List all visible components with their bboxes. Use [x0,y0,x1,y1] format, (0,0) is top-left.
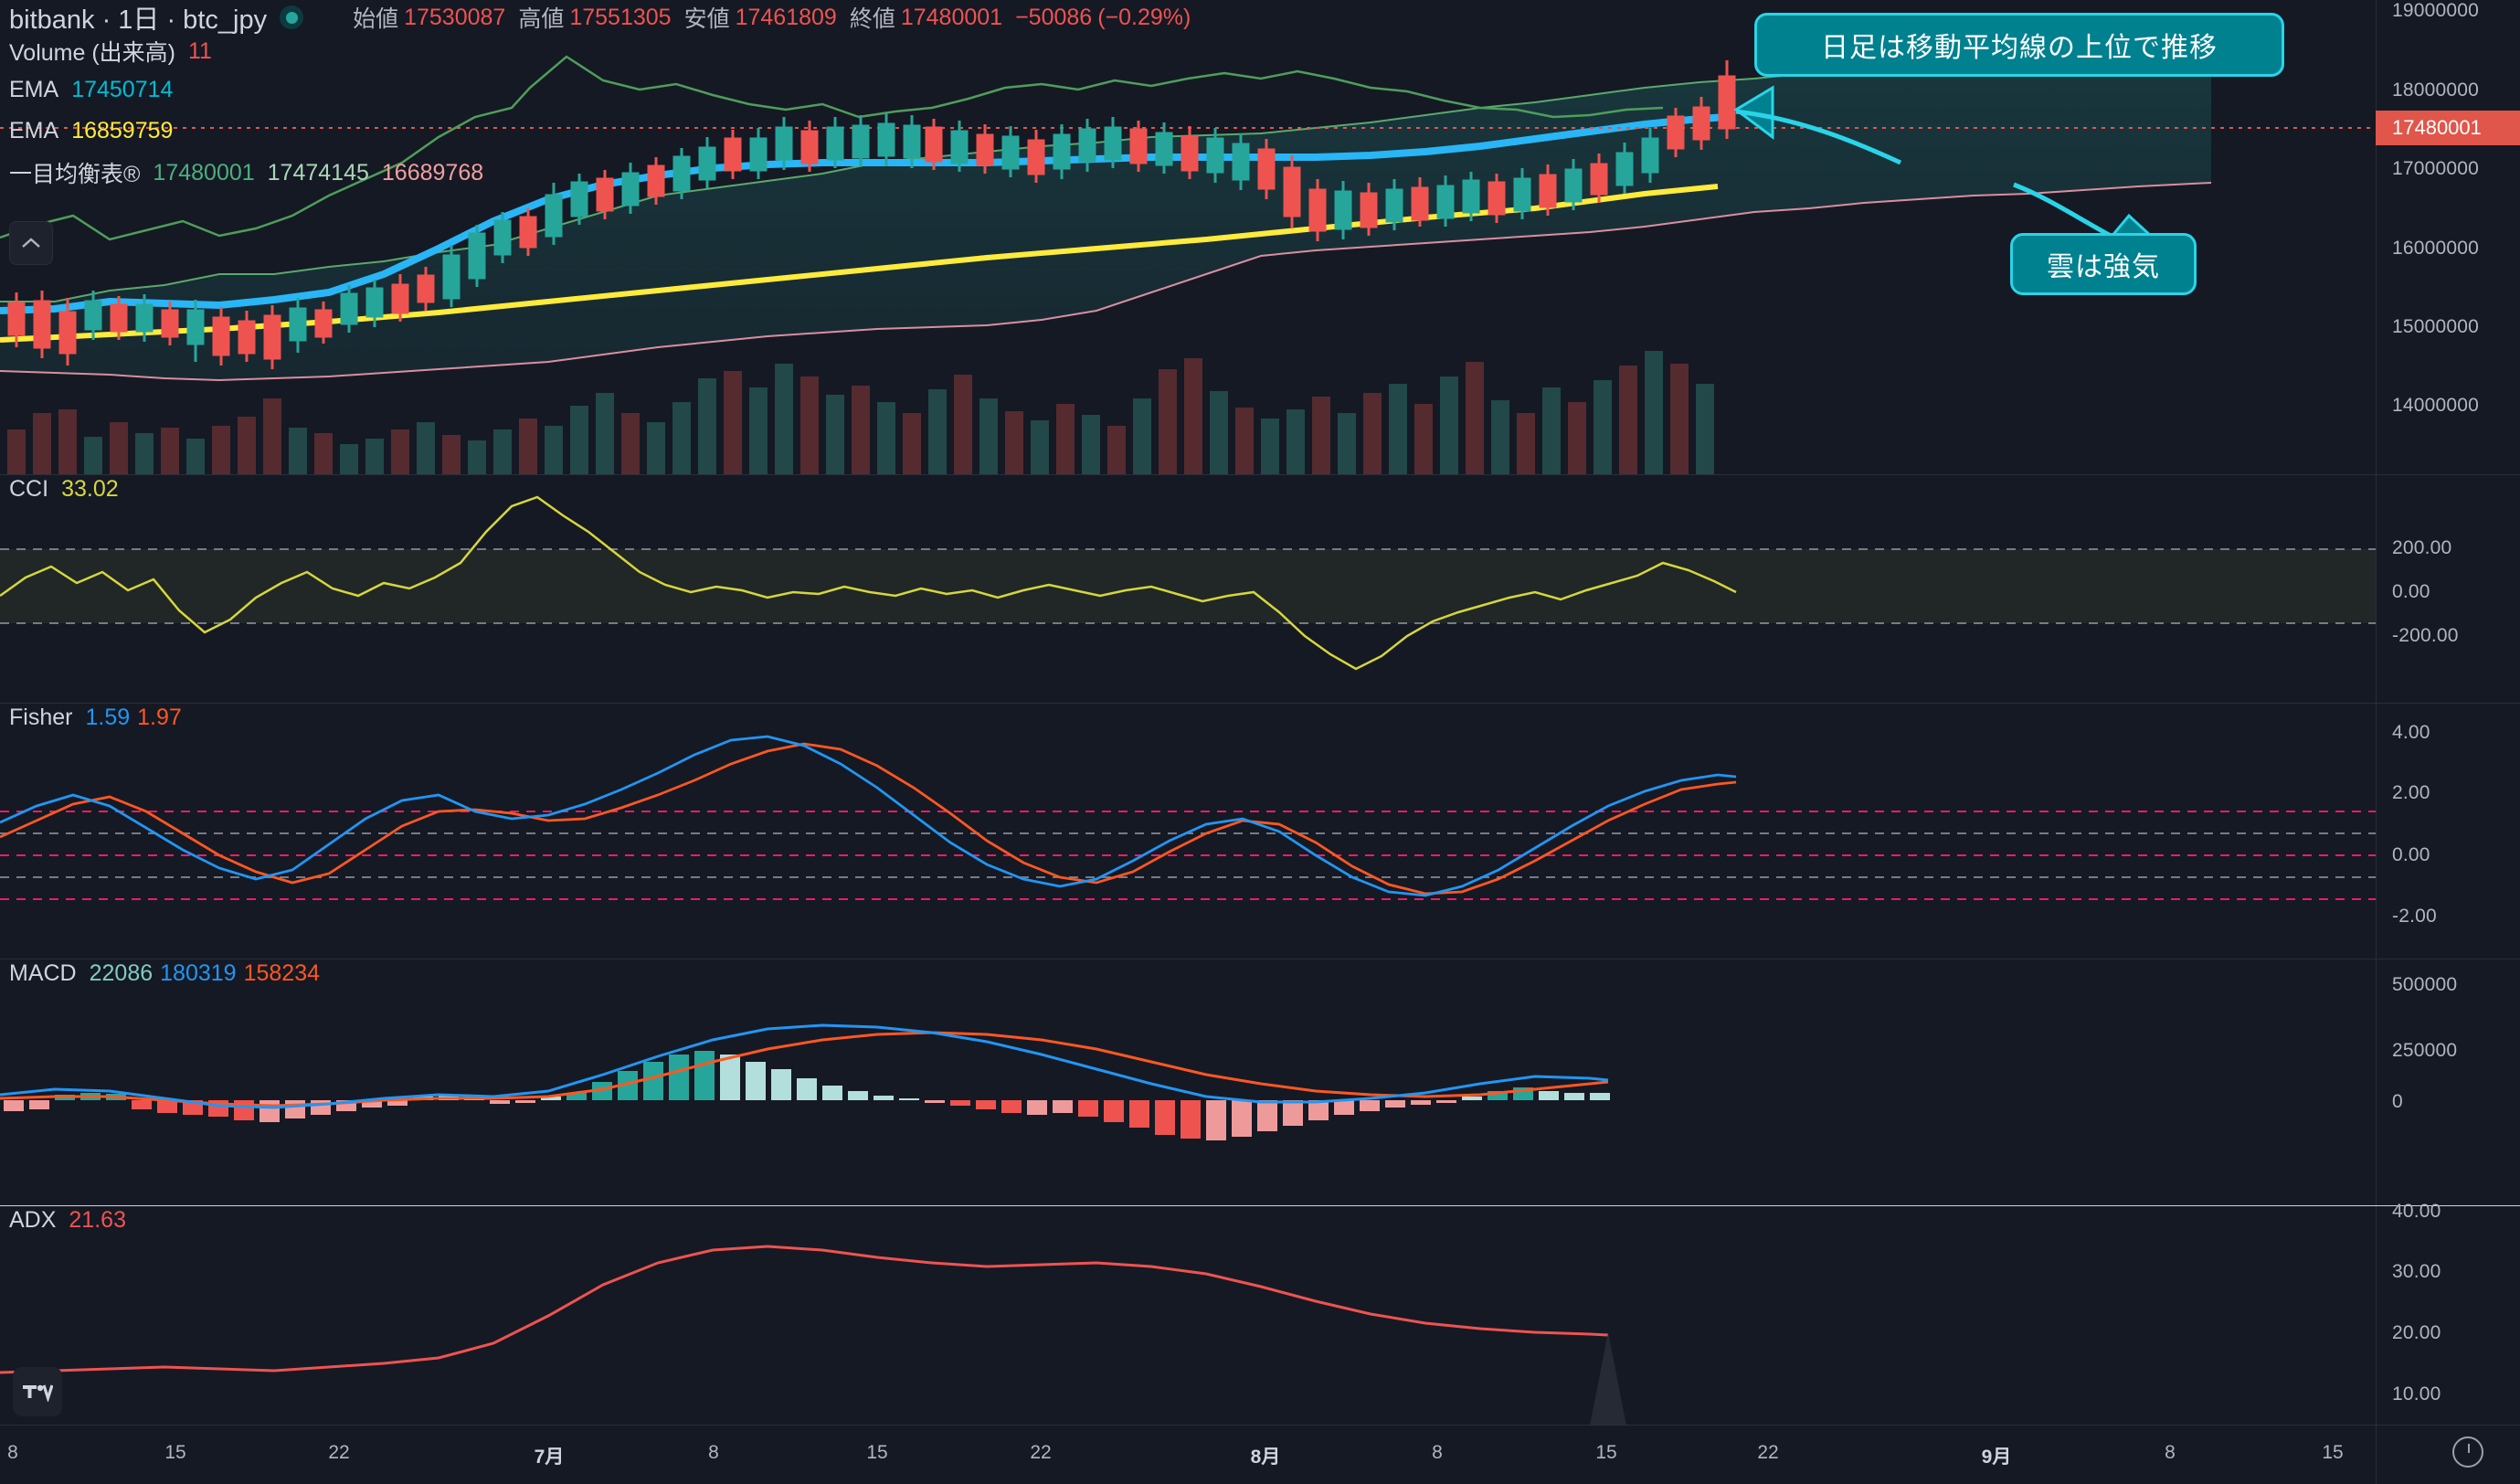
fisher-plot[interactable] [0,704,2376,959]
adx-axis-tick: 20.00 [2392,1322,2441,1343]
macd-axis-tick: 500000 [2392,974,2458,995]
macd-pane: 500000 250000 0 MACD 22086 180319 158234 [0,959,2520,1206]
price-axis-tick: 17000000 [2392,158,2480,179]
callout-ma-text: 日足は移動平均線の上位で推移 [1821,33,2218,63]
price-plot[interactable] [0,0,2376,475]
ema-fast-line [0,113,1728,314]
price-axis[interactable]: 19000000 18000000 17000000 16000000 1500… [2376,0,2520,475]
time-tick: 15 [2322,1442,2344,1463]
chikou-span-line [0,55,1664,241]
fisher-axis-tick: 0.00 [2392,844,2430,865]
price-axis-tick: 14000000 [2392,395,2480,416]
adx-axis-tick: 10.00 [2392,1383,2441,1404]
price-axis-tick: 18000000 [2392,80,2480,101]
time-tick: 8 [1432,1442,1443,1463]
price-axis-tick: 16000000 [2392,238,2480,259]
time-axis[interactable]: 8 15 22 7月 8 15 22 8月 8 15 22 9月 8 15 [0,1425,2520,1484]
fisher-trigger-line [0,742,1737,896]
macd-axis-tick: 0 [2392,1091,2403,1112]
cci-line [0,495,1737,671]
macd-line [0,1023,1609,1109]
fisher-pane: 4.00 2.00 0.00 -2.00 Fisher 1.59 1.97 [0,704,2520,959]
adx-pane: 40.00 30.00 20.00 10.00 ADX 21.63 [0,1201,2520,1426]
price-axis-tick: 15000000 [2392,316,2480,337]
adx-axis[interactable]: 40.00 30.00 20.00 10.00 [2376,1201,2520,1426]
time-tick: 8 [2165,1442,2176,1463]
adx-plot[interactable] [0,1206,2376,1426]
time-axis-divider [2376,1426,2377,1484]
time-tick: 8 [7,1442,18,1463]
macd-plot[interactable] [0,959,2376,1206]
fisher-axis[interactable]: 4.00 2.00 0.00 -2.00 [2376,704,2520,959]
fisher-axis-tick: 2.00 [2392,782,2430,803]
time-tick: 7月 [534,1447,565,1468]
chevron-up-icon [22,238,40,248]
time-tick: 9月 [1981,1447,2012,1468]
cci-plot[interactable] [0,475,2376,704]
callout-cloud[interactable]: 雲は強気 [2010,233,2197,295]
cci-axis[interactable]: 200.00 0.00 -200.00 [2376,475,2520,704]
time-tick: 15 [1595,1442,1617,1463]
cci-pane: 200.00 0.00 -200.00 CCI 33.02 [0,475,2520,704]
adx-axis-tick: 40.00 [2392,1201,2441,1222]
macd-histogram [4,1051,1610,1140]
callout-cloud-text: 雲は強気 [2047,252,2160,282]
clock-icon[interactable] [2452,1436,2483,1468]
collapse-pane-button[interactable] [9,221,53,265]
macd-axis[interactable]: 500000 250000 0 [2376,959,2520,1206]
time-tick: 15 [164,1442,186,1463]
macd-series-svg [0,1023,1610,1140]
cci-series-svg [0,495,2376,671]
time-tick: 8 [708,1442,719,1463]
macd-signal-line [0,1031,1609,1108]
cci-axis-tick: -200.00 [2392,625,2459,646]
time-tick: 8月 [1250,1447,1281,1468]
senkou-b-line [0,182,2212,382]
candlestick-series [7,60,1736,369]
tradingview-logo[interactable] [13,1367,62,1416]
fisher-axis-tick: 4.00 [2392,722,2430,743]
fisher-axis-tick: -2.00 [2392,906,2437,927]
adx-marker [1590,1332,1626,1426]
current-price-tag: 17480001 [2376,111,2520,145]
fisher-line [0,735,1737,897]
time-tick: 22 [1757,1442,1779,1463]
cci-band [0,549,2376,623]
price-series-svg [0,37,2376,475]
callout-ma[interactable]: 日足は移動平均線の上位で推移 [1754,13,2284,77]
time-tick: 22 [328,1442,350,1463]
time-tick: 22 [1030,1442,1052,1463]
fisher-series-svg [0,735,2376,900]
cci-axis-tick: 0.00 [2392,581,2430,602]
adx-line [0,1245,1609,1374]
adx-axis-tick: 30.00 [2392,1261,2441,1282]
price-axis-tick: 19000000 [2392,0,2480,21]
adx-series-svg [0,1245,1626,1426]
callout-ma-tail [1733,85,1902,165]
volume-bars [7,351,1714,475]
cci-axis-tick: 200.00 [2392,537,2452,558]
tv-logo-icon [23,1384,53,1402]
macd-axis-tick: 250000 [2392,1040,2458,1061]
time-tick: 15 [866,1442,888,1463]
